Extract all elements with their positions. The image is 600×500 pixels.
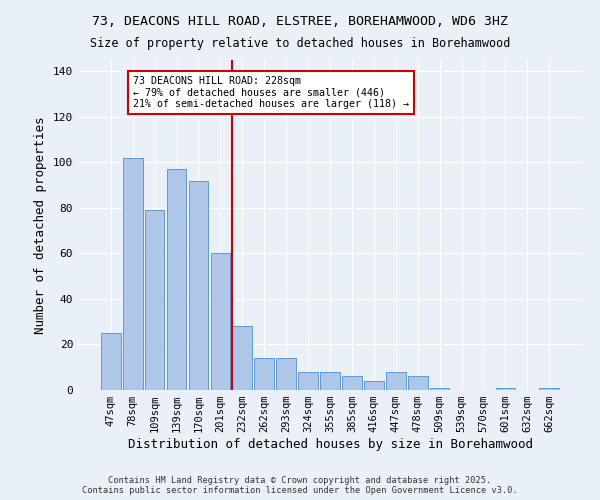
Bar: [496, 388, 515, 390]
Bar: [254, 358, 274, 390]
Bar: [386, 372, 406, 390]
X-axis label: Distribution of detached houses by size in Borehamwood: Distribution of detached houses by size …: [128, 438, 533, 451]
Text: Contains HM Land Registry data © Crown copyright and database right 2025.
Contai: Contains HM Land Registry data © Crown c…: [82, 476, 518, 495]
Bar: [123, 158, 143, 390]
Bar: [101, 333, 121, 390]
Bar: [211, 254, 230, 390]
Text: 73 DEACONS HILL ROAD: 228sqm
← 79% of detached houses are smaller (446)
21% of s: 73 DEACONS HILL ROAD: 228sqm ← 79% of de…: [133, 76, 409, 109]
Bar: [167, 169, 187, 390]
Text: Size of property relative to detached houses in Borehamwood: Size of property relative to detached ho…: [90, 38, 510, 51]
Bar: [539, 388, 559, 390]
Bar: [188, 180, 208, 390]
Bar: [145, 210, 164, 390]
Bar: [232, 326, 252, 390]
Bar: [408, 376, 428, 390]
Bar: [320, 372, 340, 390]
Bar: [298, 372, 318, 390]
Bar: [276, 358, 296, 390]
Bar: [364, 381, 384, 390]
Bar: [430, 388, 449, 390]
Y-axis label: Number of detached properties: Number of detached properties: [34, 116, 47, 334]
Text: 73, DEACONS HILL ROAD, ELSTREE, BOREHAMWOOD, WD6 3HZ: 73, DEACONS HILL ROAD, ELSTREE, BOREHAMW…: [92, 15, 508, 28]
Bar: [342, 376, 362, 390]
